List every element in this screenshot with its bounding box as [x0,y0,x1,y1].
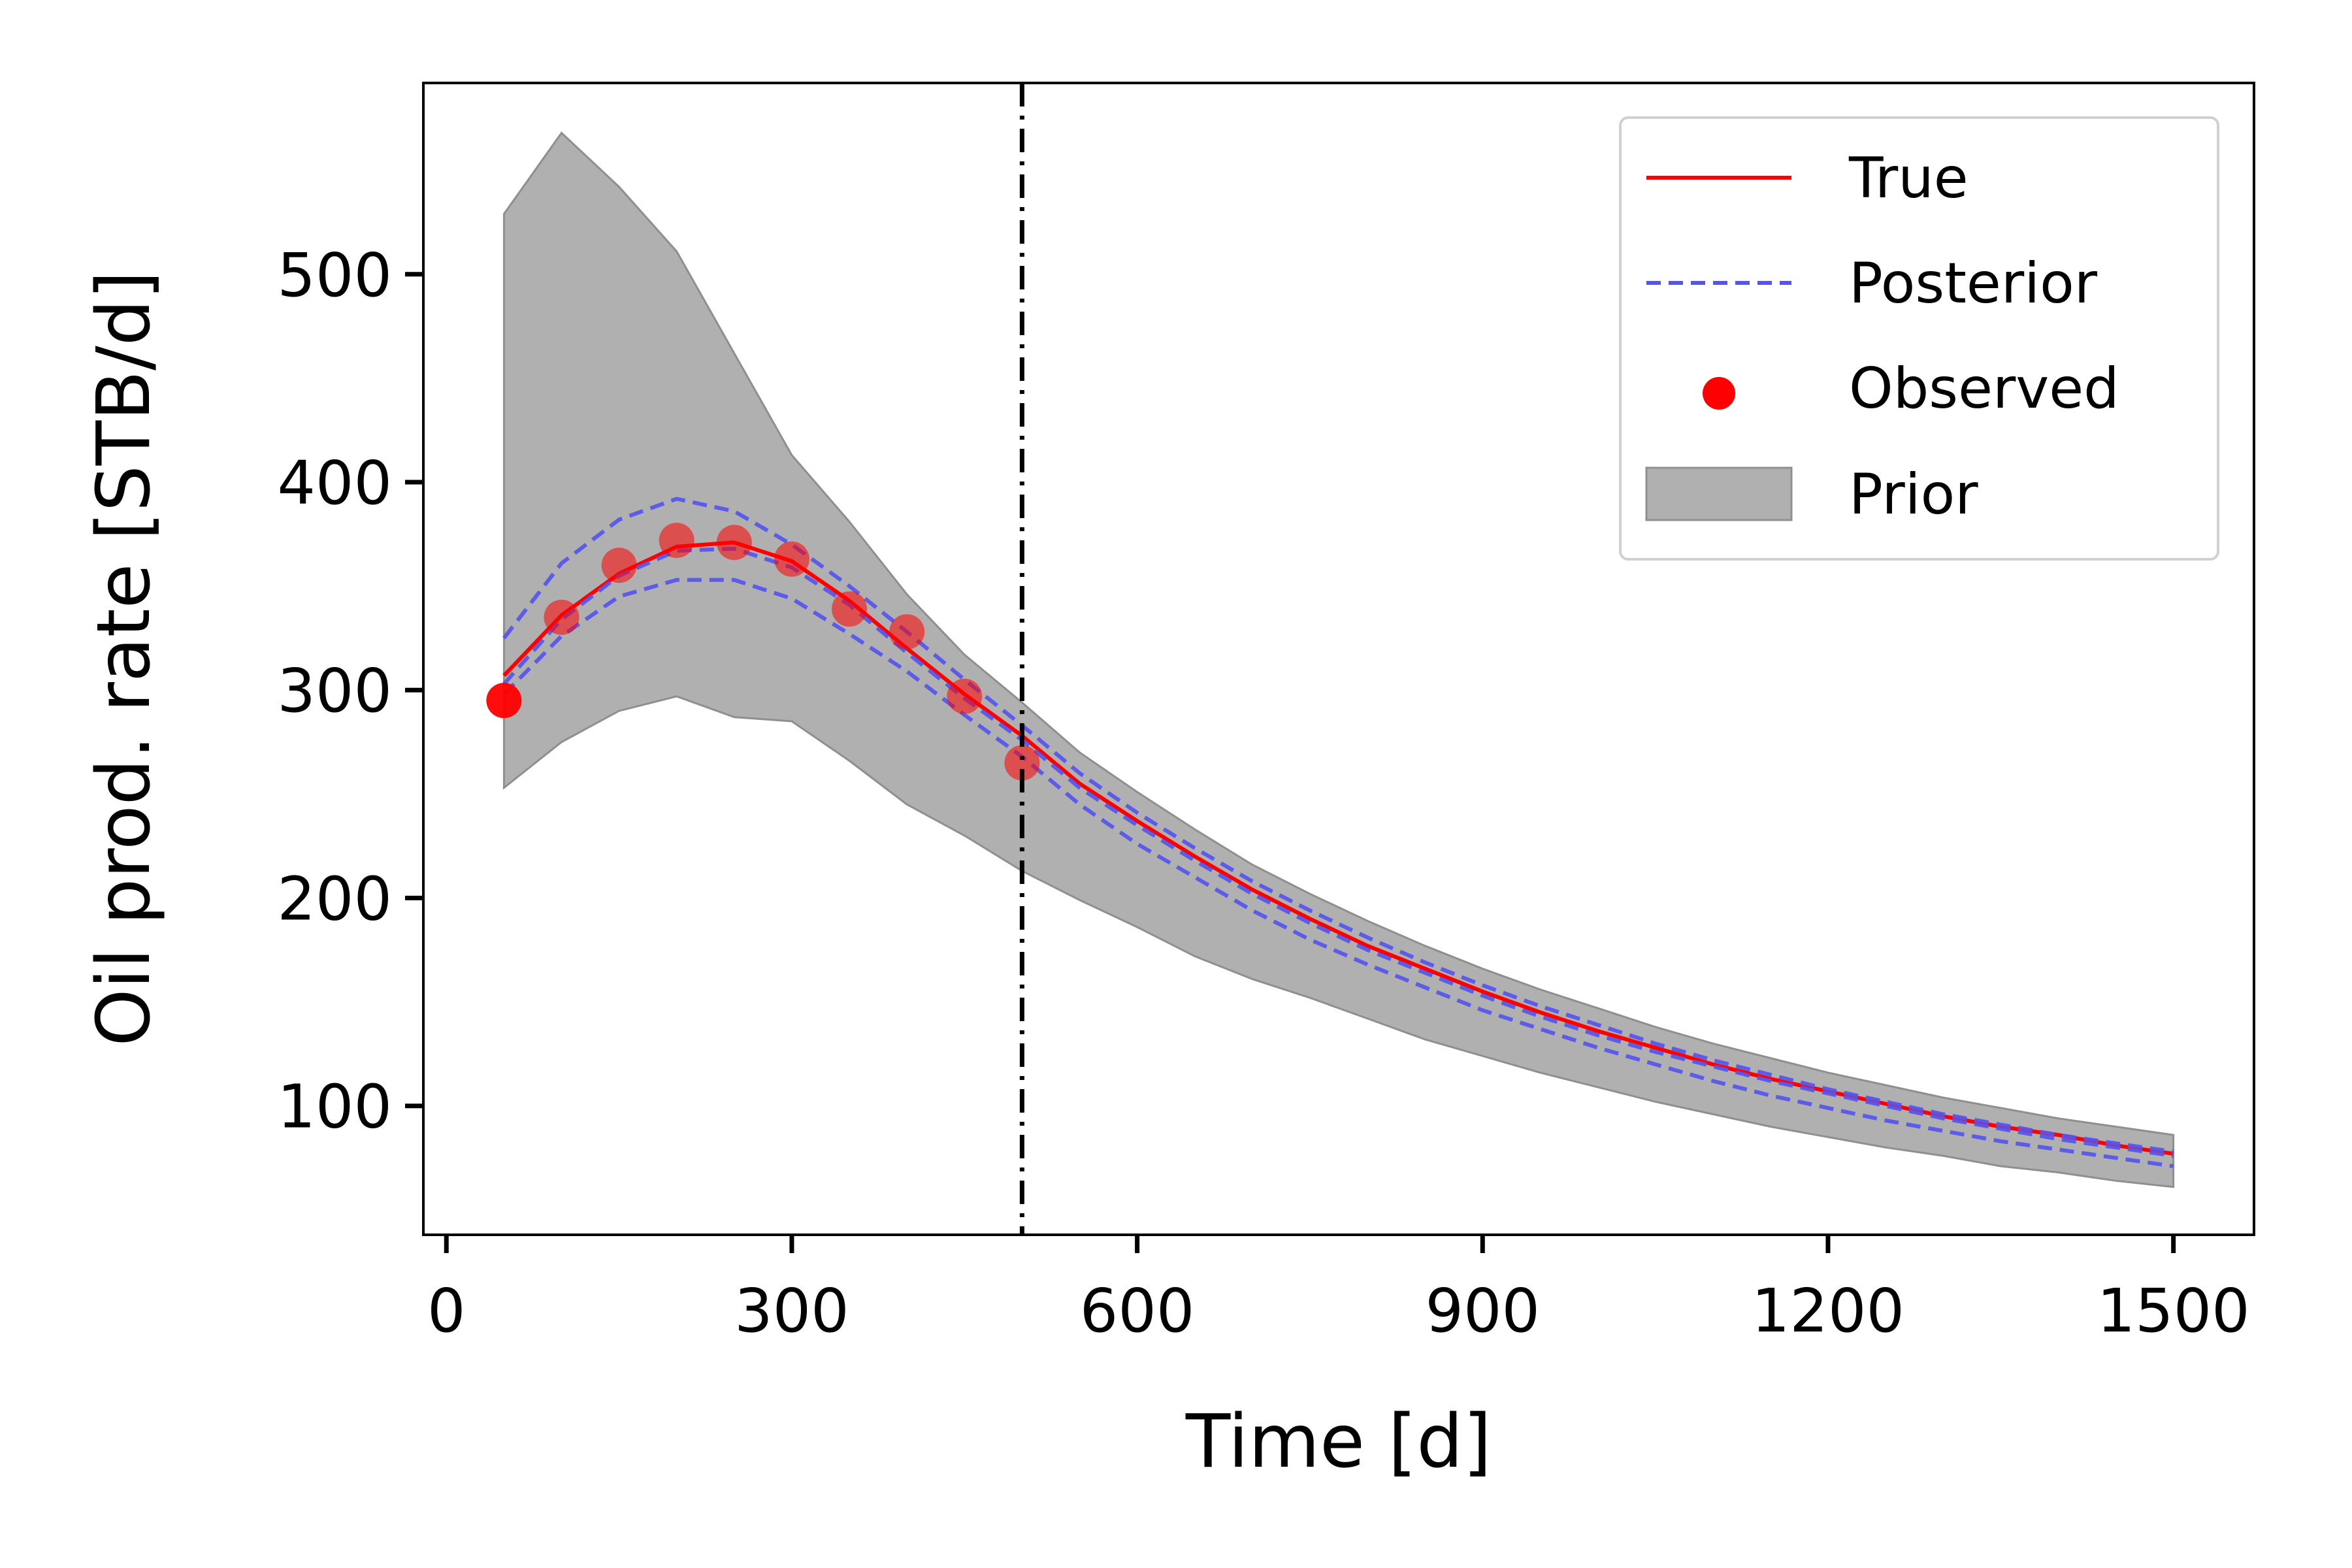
x-tick-label: 600 [1080,1276,1195,1346]
legend: True Posterior Observed Prior [1619,116,2219,561]
observed-point [716,525,752,561]
posterior-line-upper [502,497,2174,1154]
y-tick-label: 300 [277,656,392,726]
y-axis-label: Oil prod. rate [STB/d] [82,270,167,1046]
legend-swatch-observed [1703,377,1735,410]
y-tick-label: 100 [277,1072,392,1142]
observed-point [947,678,983,714]
y-tick-label: 400 [277,448,392,518]
observed-point [889,614,925,650]
observed-point [544,599,580,635]
x-tick-label: 1200 [1752,1276,1904,1346]
posterior-line-lower [502,578,2174,1168]
legend-box [1619,116,2219,561]
y-tick-label: 500 [277,240,392,310]
observed-point [774,541,809,577]
posterior-line-middle [502,546,2174,1158]
legend-label-observed: Observed [1849,356,2119,421]
plot-frame [422,82,2255,1236]
observed-point [1004,745,1040,781]
observed-point [832,591,868,627]
observed-points-layer [486,523,1040,781]
x-axis-label: Time [d] [1185,1399,1492,1484]
legend-label-posterior: Posterior [1849,251,2098,316]
x-tick-label: 900 [1425,1276,1540,1346]
axes-layer: 0 300 600 900 1200 1500 100 200 300 400 500 [277,240,2249,1346]
x-tick-label: 1500 [2097,1276,2250,1346]
y-tick-label: 200 [277,864,392,934]
observed-point [601,547,637,583]
legend-label-true: True [1848,146,1968,211]
x-tick-label: 300 [734,1276,849,1346]
x-tick-label: 0 [427,1276,466,1346]
observed-point [486,683,522,719]
observed-point [659,523,694,559]
legend-swatch-prior [1645,466,1793,521]
legend-label-prior: Prior [1849,462,1978,527]
